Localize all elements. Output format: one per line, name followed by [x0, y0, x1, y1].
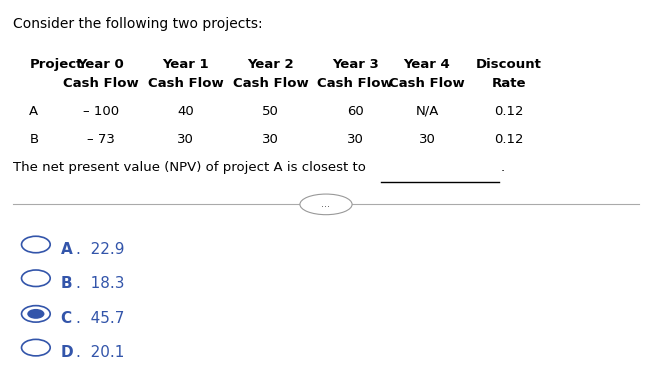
Circle shape: [22, 236, 50, 253]
Text: 40: 40: [177, 105, 194, 118]
Text: Rate: Rate: [492, 77, 526, 90]
Text: D: D: [61, 345, 73, 360]
Circle shape: [27, 309, 44, 319]
Text: Project: Project: [29, 58, 83, 71]
Text: .  22.9: . 22.9: [76, 242, 125, 257]
Text: A: A: [61, 242, 72, 257]
Text: .: .: [501, 161, 505, 174]
Text: – 73: – 73: [87, 133, 115, 146]
Text: Year 1: Year 1: [162, 58, 209, 71]
Text: Year 4: Year 4: [404, 58, 451, 71]
Circle shape: [22, 306, 50, 322]
Circle shape: [22, 270, 50, 286]
Text: Cash Flow: Cash Flow: [389, 77, 465, 90]
Text: Cash Flow: Cash Flow: [318, 77, 393, 90]
Text: B: B: [29, 133, 38, 146]
Text: B: B: [61, 276, 72, 291]
Text: Cash Flow: Cash Flow: [63, 77, 139, 90]
Text: C: C: [61, 311, 72, 326]
Circle shape: [22, 339, 50, 356]
Text: 0.12: 0.12: [494, 133, 524, 146]
Ellipse shape: [300, 194, 352, 214]
Text: 50: 50: [262, 105, 279, 118]
Text: 30: 30: [347, 133, 364, 146]
Text: N/A: N/A: [415, 105, 439, 118]
Text: – 100: – 100: [83, 105, 119, 118]
Text: .  20.1: . 20.1: [76, 345, 125, 360]
Text: 30: 30: [419, 133, 436, 146]
Text: ...: ...: [321, 200, 331, 209]
Text: Discount: Discount: [475, 58, 542, 71]
Text: .  45.7: . 45.7: [76, 311, 125, 326]
Text: Year 0: Year 0: [78, 58, 125, 71]
Text: Year 2: Year 2: [247, 58, 294, 71]
Text: A: A: [29, 105, 38, 118]
Text: 0.12: 0.12: [494, 105, 524, 118]
Text: Cash Flow: Cash Flow: [233, 77, 308, 90]
Text: 30: 30: [177, 133, 194, 146]
Text: Consider the following two projects:: Consider the following two projects:: [13, 17, 263, 31]
Text: .  18.3: . 18.3: [76, 276, 125, 291]
Text: Cash Flow: Cash Flow: [148, 77, 224, 90]
Text: 30: 30: [262, 133, 279, 146]
Text: 60: 60: [347, 105, 364, 118]
Text: Year 3: Year 3: [332, 58, 379, 71]
Text: The net present value (NPV) of project A is closest to: The net present value (NPV) of project A…: [13, 161, 370, 174]
